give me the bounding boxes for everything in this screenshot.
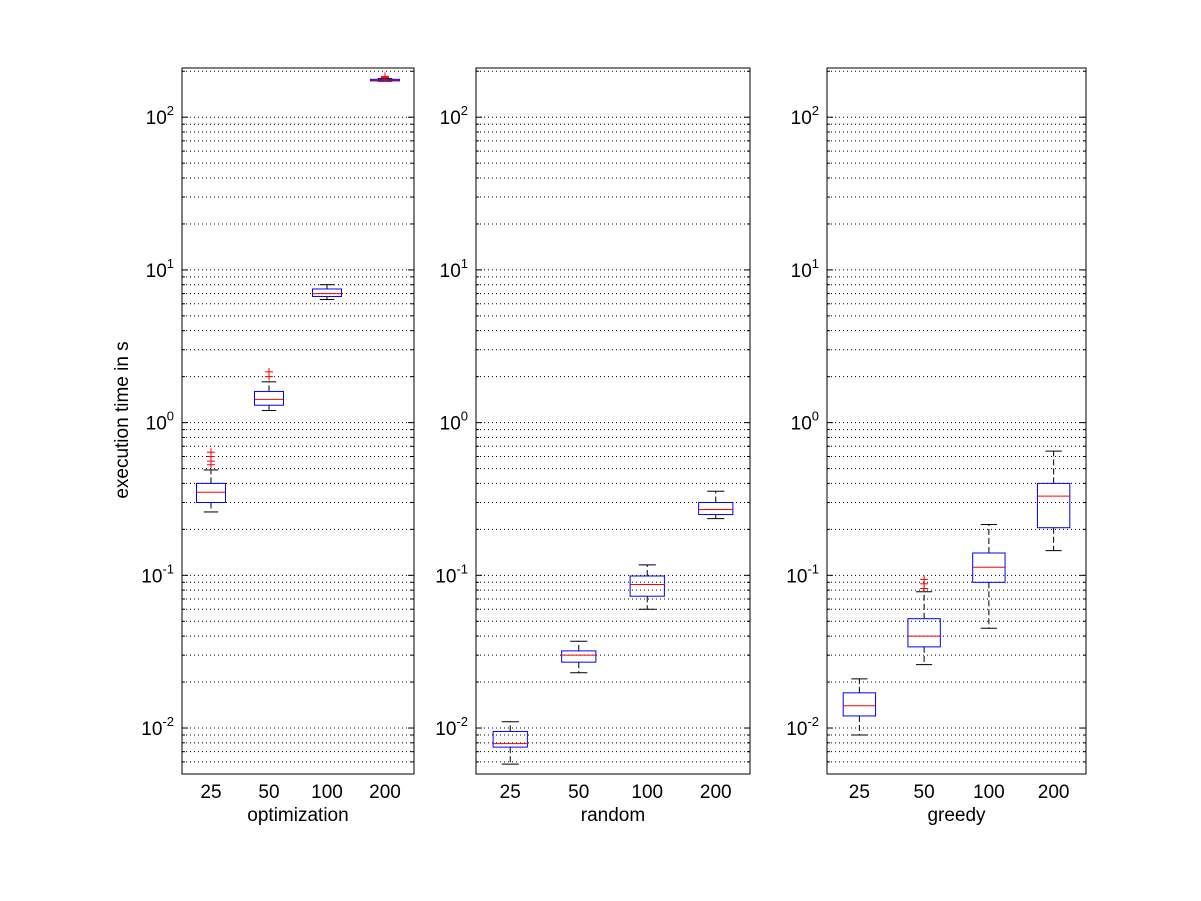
axes-frame [475, 67, 751, 775]
y-tick-label: 100 [791, 409, 819, 435]
box-optimization-25 [196, 448, 226, 513]
box-iqr [907, 618, 941, 648]
panel-greedy: 10-2 10-1 100 101 102 25 50 100 200 greedy [786, 67, 1087, 826]
y-tick-label: 10-1 [141, 561, 174, 587]
box-iqr [698, 501, 734, 516]
x-axis-label: optimization [247, 805, 348, 826]
box-random-200 [698, 490, 734, 520]
box-greedy-25 [842, 678, 877, 736]
panel-random: 10-2 10-1 100 101 102 25 50 100 200 random [435, 67, 751, 826]
box-greedy-100 [972, 524, 1006, 629]
box-optimization-100 [312, 284, 342, 301]
box-iqr [312, 288, 342, 297]
box-random-25 [492, 721, 528, 765]
box-random-100 [629, 564, 665, 610]
outlier-marker [920, 575, 929, 584]
axes-frame [826, 67, 1087, 775]
y-tick-label: 100 [440, 409, 468, 435]
box-random-50 [561, 640, 597, 674]
panel-optimization: 10-2 10-1 100 101 102 25 50 100 200 optimization [141, 67, 415, 826]
y-tick-label: 100 [146, 409, 174, 435]
box-optimization-50 [254, 367, 284, 412]
x-tick-label: 25 [200, 782, 221, 803]
axes-frame [181, 67, 415, 775]
x-axis-label: greedy [927, 805, 986, 826]
y-tick-label: 101 [791, 256, 819, 282]
x-tick-label: 100 [631, 782, 663, 803]
box-iqr [629, 575, 665, 597]
y-tick-label: 10-1 [786, 561, 819, 587]
y-tick-label: 102 [791, 103, 819, 129]
box-iqr [196, 482, 226, 503]
box-iqr [1036, 482, 1071, 529]
x-tick-label: 50 [914, 782, 935, 803]
y-tick-label: 10-1 [435, 561, 468, 587]
x-axis-label: random [581, 805, 645, 826]
x-tick-label: 25 [849, 782, 870, 803]
y-tick-label: 10-2 [141, 714, 174, 740]
y-axis-label: execution time in s [112, 341, 133, 498]
box-iqr [254, 390, 284, 406]
outlier-marker [265, 367, 273, 376]
x-tick-label: 25 [500, 782, 521, 803]
x-tick-label: 100 [973, 782, 1005, 803]
box-iqr [561, 650, 597, 663]
x-tick-label: 200 [700, 782, 732, 803]
x-tick-label: 50 [258, 782, 279, 803]
y-tick-label: 101 [146, 256, 174, 282]
y-tick-label: 101 [440, 256, 468, 282]
outlier-marker [381, 72, 389, 81]
box-iqr [492, 730, 528, 748]
box-optimization-200 [370, 72, 400, 82]
x-tick-label: 100 [311, 782, 343, 803]
y-tick-label: 102 [440, 103, 468, 129]
box-greedy-50 [907, 575, 941, 666]
y-tick-label: 102 [146, 103, 174, 129]
x-tick-label: 200 [369, 782, 401, 803]
y-tick-label: 10-2 [435, 714, 468, 740]
box-iqr [842, 692, 877, 717]
box-greedy-200 [1036, 450, 1071, 552]
x-tick-label: 200 [1038, 782, 1070, 803]
x-tick-label: 50 [568, 782, 589, 803]
outlier-marker [207, 448, 215, 457]
y-tick-label: 10-2 [786, 714, 819, 740]
